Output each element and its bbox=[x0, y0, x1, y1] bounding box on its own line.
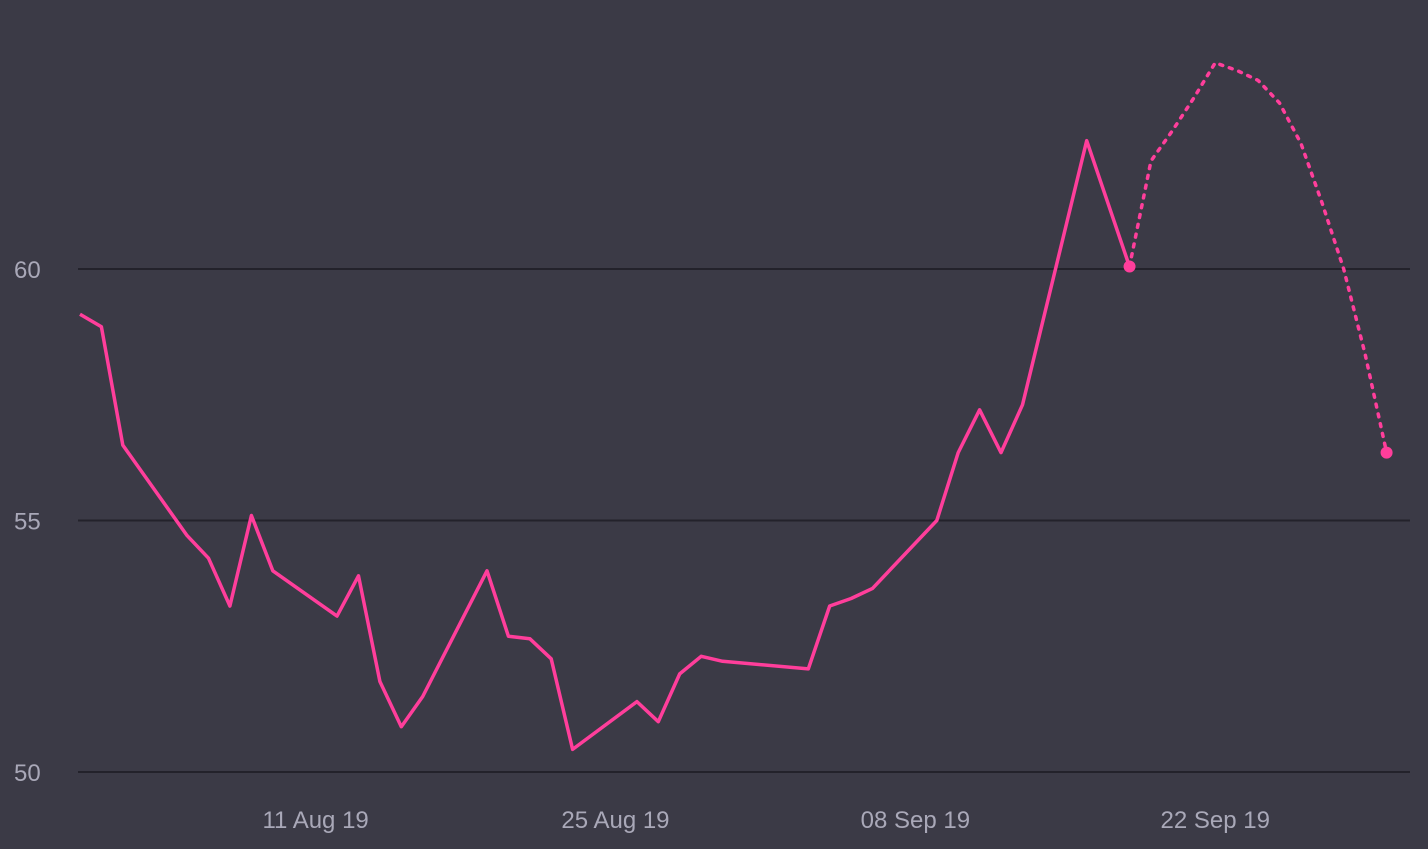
series-markers bbox=[1123, 260, 1393, 459]
x-tick-label-3: 22 Sep 19 bbox=[1161, 807, 1270, 834]
y-axis-ticks: 50 55 60 bbox=[14, 257, 41, 787]
x-tick-label-1: 25 Aug 19 bbox=[561, 807, 669, 834]
series-end-marker-0 bbox=[1123, 260, 1136, 273]
gridlines bbox=[78, 268, 1410, 773]
series-line-actual bbox=[79, 138, 1132, 752]
series-lines bbox=[79, 61, 1389, 752]
x-axis-ticks: 11 Aug 19 25 Aug 19 08 Sep 19 22 Sep 19 bbox=[262, 807, 1269, 834]
x-tick-label-0: 11 Aug 19 bbox=[262, 807, 368, 834]
x-tick-label-2: 08 Sep 19 bbox=[861, 807, 970, 834]
series-line-forecast bbox=[1127, 61, 1389, 455]
y-tick-label-60: 60 bbox=[14, 257, 41, 284]
y-tick-label-55: 55 bbox=[14, 509, 41, 536]
series-end-marker-1 bbox=[1380, 446, 1393, 459]
y-tick-label-50: 50 bbox=[14, 760, 41, 787]
